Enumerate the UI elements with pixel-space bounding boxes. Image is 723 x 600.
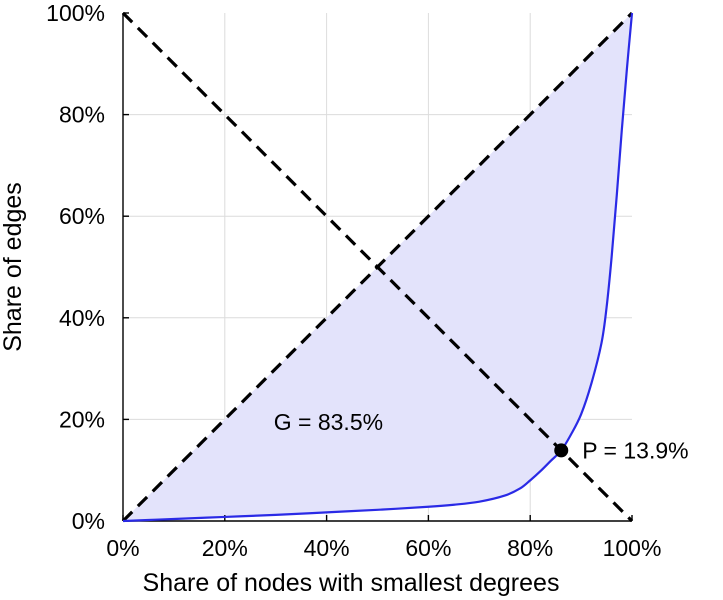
palma-ratio-label: P = 13.9% <box>582 437 688 463</box>
x-tick-label: 40% <box>304 535 350 561</box>
series-curve <box>122 12 634 523</box>
y-tick-label: 20% <box>59 406 105 432</box>
y-tick-label: 40% <box>59 305 105 331</box>
x-tick-label: 100% <box>603 535 662 561</box>
y-axis-title: Share of edges <box>0 182 27 352</box>
x-axis-title: Share of nodes with smallest degrees <box>143 569 560 597</box>
y-tick-label: 80% <box>59 102 105 128</box>
x-tick-label: 80% <box>507 535 553 561</box>
gini-coefficient-label: G = 83.5% <box>274 409 383 435</box>
palma-point-marker <box>554 443 569 458</box>
axes-frame <box>122 12 633 522</box>
x-tick-label: 20% <box>202 535 248 561</box>
y-tick-label: 0% <box>72 508 105 534</box>
y-tick-label: 100% <box>46 0 105 26</box>
annotations: G = 83.5% P = 13.9% <box>274 409 689 463</box>
x-tick-label: 60% <box>405 535 451 561</box>
y-tick-label: 60% <box>59 203 105 229</box>
anti-diagonal <box>121 11 634 523</box>
reference-lines <box>121 11 634 523</box>
tick-labels: 0% 20% 40% 60% 80% 100% 0% 20% 40% 60% 80% 100% <box>46 0 661 561</box>
x-tick-label: 0% <box>106 535 139 561</box>
